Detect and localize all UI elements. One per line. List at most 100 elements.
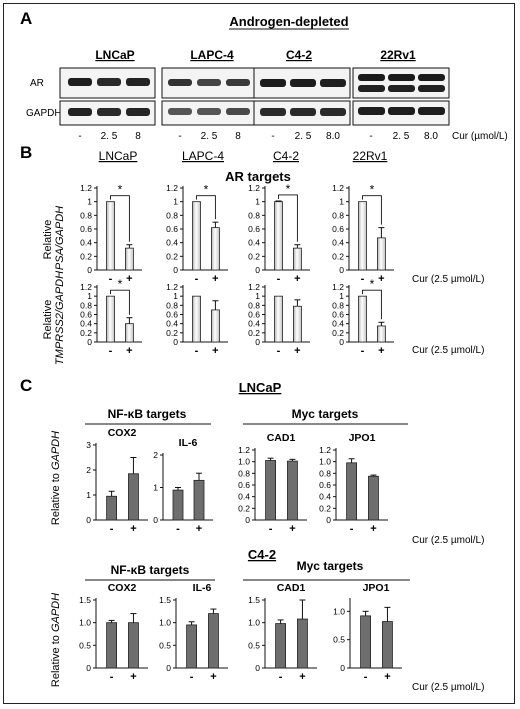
bar [106,295,115,343]
x-tick-label: + [299,671,305,683]
x-tick-label: - [277,273,281,285]
y-tick-label: 0.8 [332,300,344,310]
y-tick-label: 0 [255,663,260,673]
bar [346,462,358,521]
figure-border [3,3,515,704]
y-tick-label: 0.8 [238,468,250,478]
bar [358,295,367,343]
y-tick-label: 0.4 [319,492,331,502]
bar-charts: 00.20.40.60.811.2- +*00.20.40.60.811.2- +*… [79,182,402,683]
b-row2-ylabel: Relative TMPRSS2/GAPDH [42,271,66,365]
bar [125,247,134,271]
y-tick-label: 1.5 [248,595,260,605]
y-tick-label: 0.6 [80,310,92,320]
y-tick-label: 0 [255,265,260,275]
x-tick-label: + [196,523,202,535]
y-tick-label: 1.0 [159,618,171,628]
y-tick-label: 1 [153,483,158,493]
significance-bracket [110,289,130,315]
bar [208,613,219,669]
y-tick-label: 0.5 [333,635,345,645]
panel-b-cell-line: LAPC-4 [182,149,224,163]
chart-C-il-6: 0 1 2 - + IL-6 [153,437,213,535]
y-tick-label: 0 [245,515,250,525]
chart-title: COX2 [108,427,137,439]
chart-C-jpo1: 0 0.20.4 0.6 0.81.0 1.2 - + JPO1 [319,432,388,535]
x-tick-label: - [190,671,194,683]
x-tick-label: - [361,345,365,357]
significance-star: * [370,183,375,197]
chart-B-c4-2: 00.20.40.60.811.2 - + [248,282,310,357]
y-tick-label: 1 [173,291,178,301]
x-tick-label: - [350,523,354,535]
c-lncap-ylabel: Relative to GAPDH [50,431,62,525]
chart-title: IL-6 [193,582,212,594]
y-tick-label: 0.8 [80,210,92,220]
y-tick-label: 1.2 [248,183,260,193]
y-tick-label: 0.2 [80,328,92,338]
y-tick-label: 0 [326,515,331,525]
bar [128,473,139,521]
y-tick-label: 0.4 [238,492,250,502]
bar [106,622,117,669]
chart-B-22rv1: 00.20.40.60.811.2 - + * [332,277,394,357]
y-tick-label: 1.0 [333,606,345,616]
y-tick-label: 1.2 [332,282,344,292]
y-tick-label: 1.2 [80,183,92,193]
significance-star: * [204,183,209,197]
y-tick-label: 0 [339,265,344,275]
bar [193,479,205,521]
chart-C-il-6: 0 0.5 1.0 1.5 - + IL-6 [159,582,228,683]
bar [210,309,220,343]
y-tick-label: 0.8 [248,300,260,310]
lane-label: - [369,131,372,142]
bar [192,295,201,343]
lane-label: 2. 5 [201,131,218,142]
bar [106,495,117,521]
y-tick-label: 0 [166,663,171,673]
blot-row-label-ar: AR [30,78,44,89]
y-tick-label: 0 [153,515,158,525]
y-tick-label: 0.6 [238,480,250,490]
y-tick-label: 0.2 [80,251,92,261]
bar [292,247,302,271]
y-tick-label: 0.6 [332,310,344,320]
bar [376,237,386,271]
y-tick-label: 0.4 [80,238,92,248]
y-tick-label: 1.2 [166,282,178,292]
chart-title: COX2 [108,582,137,594]
y-tick-label: 0.4 [80,319,92,329]
y-tick-label: 0 [173,265,178,275]
y-tick-label: 2 [153,450,158,460]
chart-B-lapc-4: 00.20.40.60.811.2 - + [166,282,228,357]
y-tick-label: 0 [339,337,344,347]
y-tick-label: 1.0 [248,618,260,628]
y-tick-label: 1.2 [319,445,331,455]
c-c42-treatment-label: Cur (2.5 µmol/L) [412,682,484,693]
y-tick-label: 0.2 [166,328,178,338]
c-c42-title: C4-2 [248,547,276,562]
y-tick-label: 0.6 [319,480,331,490]
x-tick-label: + [384,671,390,683]
y-tick-label: 1.0 [79,618,91,628]
y-tick-label: 0.4 [248,319,260,329]
significance-bracket [362,289,382,320]
bar [376,325,386,343]
bar [106,201,115,271]
x-tick-label: - [109,345,113,357]
chart-title: CAD1 [267,432,296,444]
bar [368,475,379,521]
bar [128,622,139,669]
y-tick-label: 0.2 [332,328,344,338]
x-tick-label: + [289,523,295,535]
y-tick-label: 0.6 [248,224,260,234]
y-tick-label: 0.5 [159,640,171,650]
y-tick-label: 0 [255,337,260,347]
x-tick-label: - [361,273,365,285]
x-tick-label: + [212,345,218,357]
y-tick-label: 0.6 [332,224,344,234]
y-tick-label: 0.2 [238,503,250,513]
panel-a-letter: A [20,9,32,28]
y-tick-label: 1 [87,291,92,301]
